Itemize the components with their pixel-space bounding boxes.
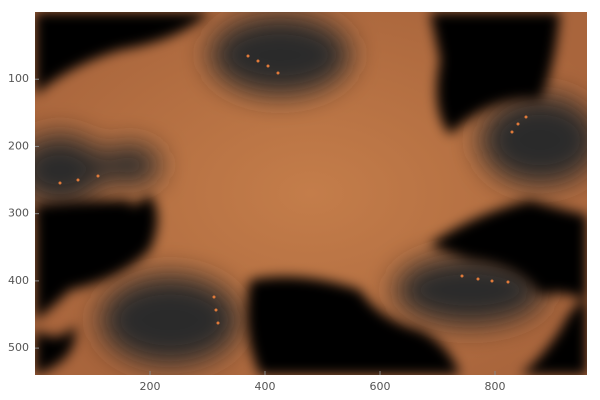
x-tick-label: 200 (140, 380, 161, 393)
x-tick-label: 400 (255, 380, 276, 393)
axes: 200 400 600 800 100 200 300 400 500 (8, 72, 506, 393)
heatmap-image (35, 12, 587, 375)
y-tick-label: 500 (8, 341, 29, 354)
y-tick-label: 200 (8, 139, 29, 152)
y-tick-label: 400 (8, 274, 29, 287)
x-tick-label: 600 (370, 380, 391, 393)
x-tick-label: 800 (485, 380, 506, 393)
y-tick-label: 300 (8, 207, 29, 220)
y-tick-label: 100 (8, 72, 29, 85)
